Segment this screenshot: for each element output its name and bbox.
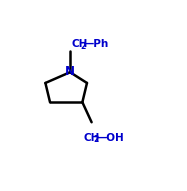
Text: 2: 2 <box>93 135 98 144</box>
Text: —Ph: —Ph <box>84 39 109 49</box>
Text: CH: CH <box>84 133 100 143</box>
Text: 2: 2 <box>81 42 86 51</box>
Text: —OH: —OH <box>96 133 124 143</box>
Text: N: N <box>65 65 75 78</box>
Text: CH: CH <box>72 39 88 49</box>
